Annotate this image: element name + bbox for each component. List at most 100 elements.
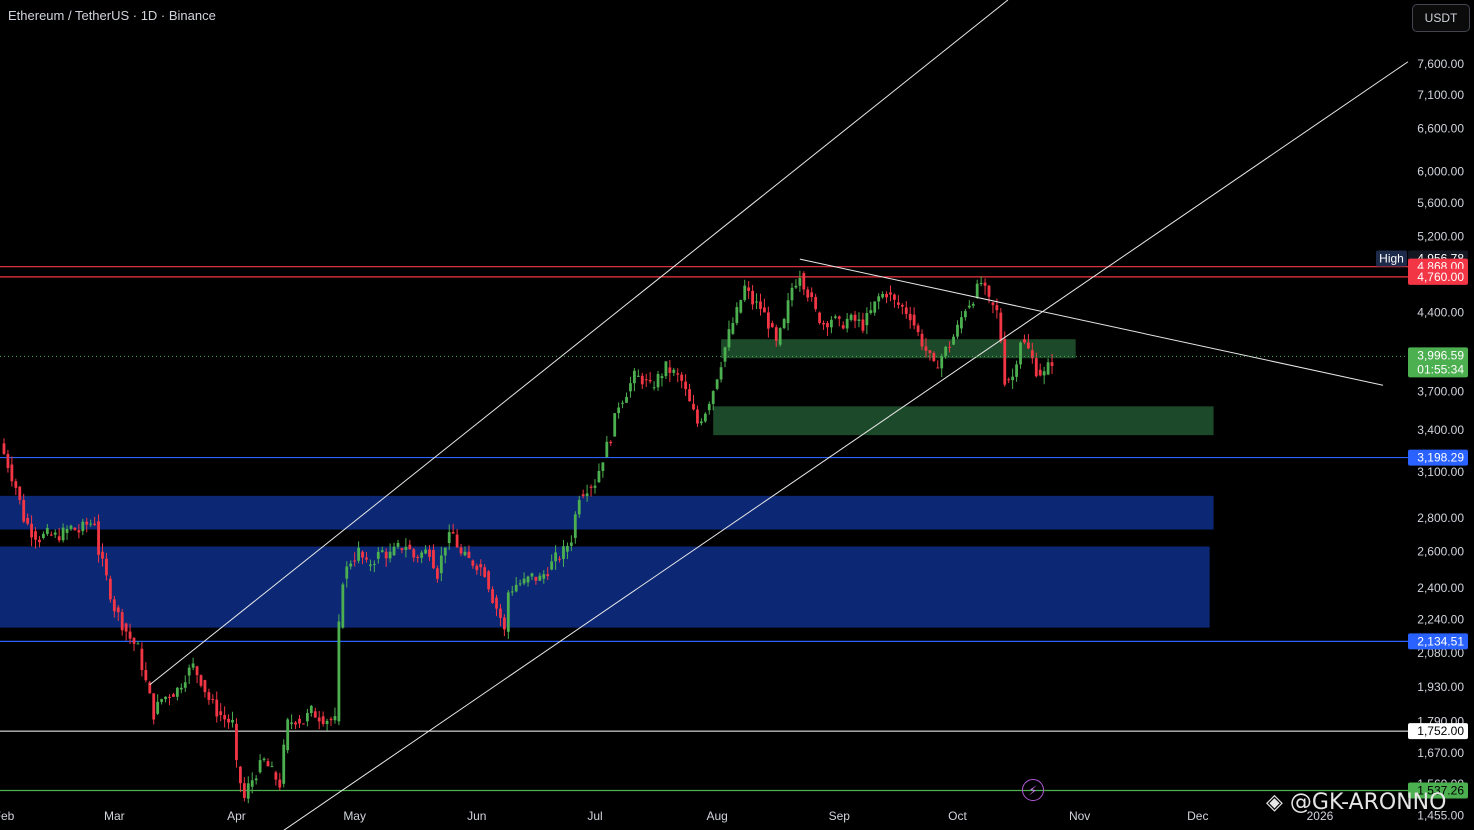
candle-body (467, 551, 471, 559)
candle-body (664, 361, 668, 377)
candle-body (136, 643, 140, 645)
currency-button[interactable]: USDT (1412, 4, 1470, 32)
candle-body (262, 758, 266, 761)
y-tick-label: 2,800.00 (1417, 511, 1464, 525)
x-tick-label: Jul (587, 809, 602, 823)
candle-body (1019, 342, 1022, 365)
candle-body (518, 583, 522, 585)
candle-body (506, 592, 510, 632)
zones-layer (0, 339, 1214, 628)
candle-body (447, 532, 451, 544)
candle-body (786, 300, 790, 324)
candle-body (1046, 362, 1050, 375)
y-tick-label: 1,930.00 (1417, 680, 1464, 694)
candle-body (227, 718, 230, 723)
candle-body (1011, 376, 1015, 381)
candle-body (979, 282, 983, 284)
candle-body (85, 521, 89, 525)
candle-body (873, 301, 877, 313)
x-tick-label: Sep (829, 809, 851, 823)
price-tag-value: 1,537.26 (1417, 784, 1464, 798)
candle-body (680, 374, 684, 381)
candle-body (920, 333, 924, 347)
price-tag-value: 4,760.00 (1417, 270, 1464, 284)
candle-body (392, 546, 396, 556)
candle-body (105, 558, 108, 576)
candle-body (719, 367, 723, 380)
candle-body (97, 521, 100, 555)
candle-body (89, 523, 93, 525)
y-tick-label: 5,200.00 (1417, 230, 1464, 244)
horizontal-lines-layer (0, 266, 1408, 792)
x-tick-label: Oct (948, 809, 967, 823)
candle-body (605, 441, 609, 458)
candle-body (711, 391, 715, 404)
zone-blue-3 (0, 546, 1210, 628)
candle-body (219, 711, 223, 716)
candle-body (112, 599, 116, 612)
candle-body (577, 499, 581, 515)
candle-body (956, 324, 959, 337)
candle-body (140, 648, 144, 671)
candle-body (6, 453, 10, 468)
candle-body (601, 462, 605, 471)
candle-body (266, 761, 270, 767)
candle-body (904, 307, 908, 314)
candle-body (1034, 358, 1038, 377)
trendline-1 (283, 61, 1409, 830)
candle-body (502, 617, 506, 630)
candle-body (633, 370, 636, 384)
candle-body (144, 670, 148, 681)
candle-body (696, 409, 699, 424)
candle-body (298, 718, 301, 724)
candle-body (274, 772, 278, 780)
candle-body (597, 470, 601, 483)
candle-body (916, 325, 920, 333)
candle-body (325, 720, 329, 725)
candle-body (747, 287, 751, 291)
candle-body (766, 312, 770, 329)
candle-body (822, 322, 825, 325)
candle-body (818, 312, 821, 323)
candle-body (250, 780, 254, 787)
candle-body (49, 534, 53, 536)
candle-body (258, 760, 262, 773)
candle-body (983, 282, 987, 286)
candle-body (294, 722, 297, 725)
candle-body (960, 317, 963, 329)
candle-body (885, 293, 888, 298)
candle-body (845, 318, 849, 329)
y-axis[interactable]: 7,600.00 7,100.00 6,600.00 6,000.00 5,600.00… (1417, 57, 1464, 822)
candle-body (830, 319, 833, 328)
candle-body (369, 564, 372, 566)
candle-body (857, 319, 861, 321)
candle-body (900, 304, 904, 307)
candle-body (932, 352, 936, 362)
candle-body (353, 560, 357, 562)
candle-body (73, 527, 77, 531)
candle-body (841, 325, 845, 329)
lightning-icon[interactable]: ⚡ (1022, 779, 1044, 801)
candle-body (211, 699, 215, 701)
candle-body (554, 552, 557, 562)
candle-body (384, 551, 388, 559)
candle-body (404, 546, 408, 550)
candle-body (195, 666, 199, 676)
candle-body (510, 591, 514, 593)
candle-body (376, 551, 380, 559)
candle-body (309, 705, 313, 714)
candle-body (246, 783, 250, 799)
candle-body (1050, 362, 1054, 366)
candle-body (179, 687, 183, 690)
candle-body (542, 574, 546, 579)
candle-body (487, 571, 491, 590)
candle-body (235, 723, 238, 761)
x-axis[interactable]: Feb Mar Apr May Jun Jul Aug Sep Oct Nov Dec 2026 (0, 809, 1334, 823)
y-tick-label: 2,600.00 (1417, 545, 1464, 559)
candle-body (365, 557, 368, 560)
high-label-bg (1376, 250, 1407, 267)
candle-body (372, 563, 376, 565)
candle-body (168, 696, 171, 698)
high-label: High (1379, 251, 1404, 265)
